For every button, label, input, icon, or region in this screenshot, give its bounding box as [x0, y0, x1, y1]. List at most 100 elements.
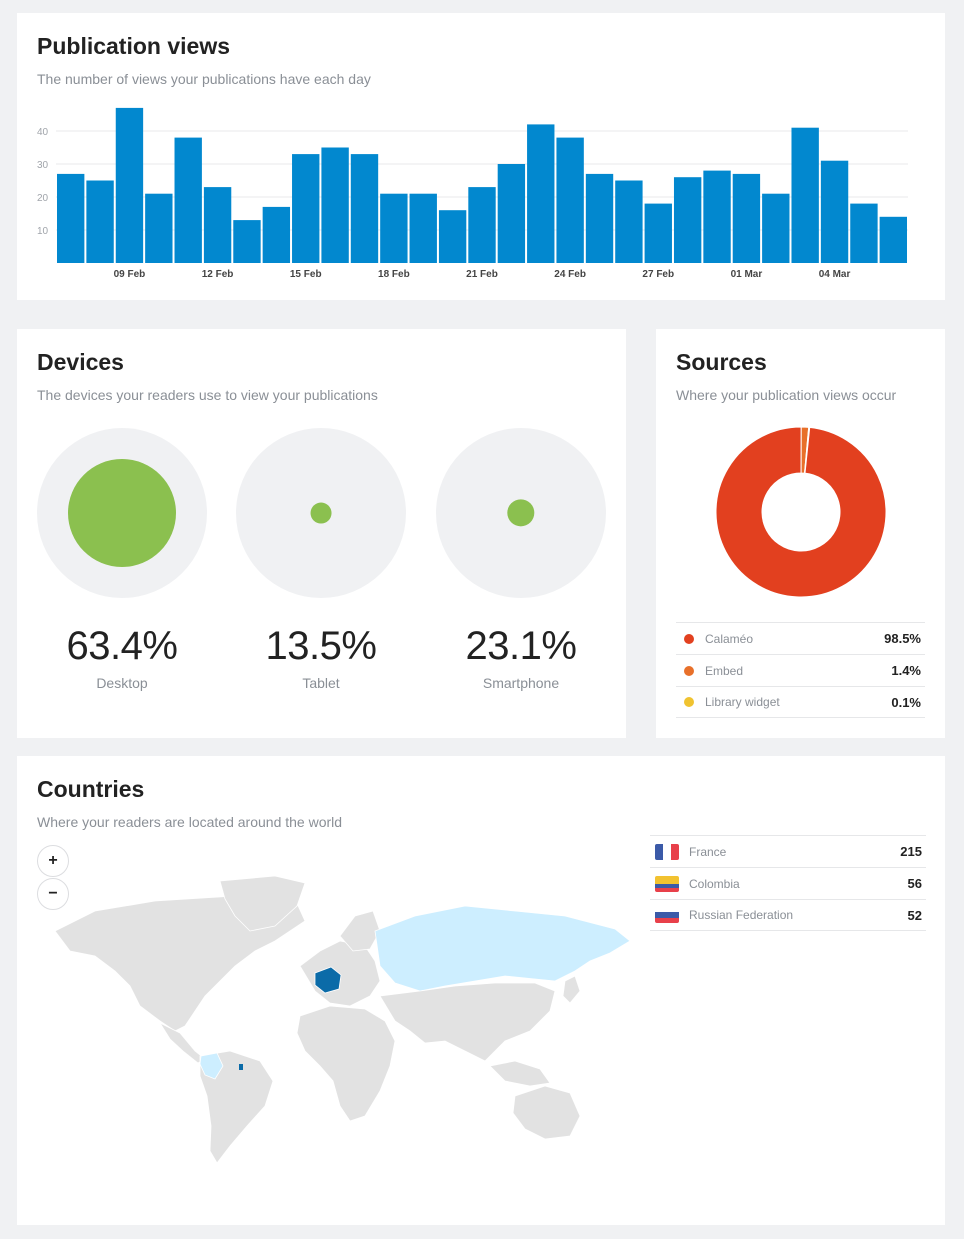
legend-dot-icon [684, 633, 694, 644]
bar[interactable] [673, 177, 702, 263]
views-bar-chart: 10 20 30 40 09 Feb 12 Feb 15 Feb 18 Feb 21 Feb 24… [37, 107, 908, 280]
bar[interactable] [321, 147, 349, 264]
flag-stripe [655, 917, 679, 923]
flag-stripe [655, 843, 663, 860]
country-row-france[interactable]: France 215 [650, 835, 926, 867]
source-row-library-widget[interactable]: Library widget 0.1% [676, 686, 925, 718]
map-africa [296, 1005, 396, 1122]
map-southeast-asia [489, 1060, 551, 1087]
source-row-embed[interactable]: Embed 1.4% [676, 654, 925, 686]
bar[interactable] [762, 193, 790, 263]
countries-subtitle: Where your readers are located around th… [37, 814, 343, 830]
device-circle-bg [37, 428, 207, 598]
country-row-russian-federation[interactable]: Russian Federation 52 [650, 899, 926, 931]
source-name: Calaméo [705, 631, 754, 646]
bar[interactable] [820, 160, 849, 263]
bar[interactable] [879, 216, 907, 263]
map-french-guiana [239, 1064, 243, 1070]
device-tablet-pct: 13.5% [265, 624, 377, 668]
flag-stripe [655, 907, 679, 913]
device-smartphone-label: Smartphone [482, 675, 560, 691]
y-tick-label: 10 [37, 226, 49, 237]
world-map[interactable] [35, 871, 635, 1171]
bar[interactable] [585, 173, 614, 263]
bar[interactable] [791, 127, 819, 263]
bar[interactable] [174, 137, 202, 263]
colombia-flag-icon [655, 875, 679, 892]
bar[interactable] [438, 210, 467, 263]
x-tick-label: 15 Feb [290, 269, 322, 280]
x-tick-label: 12 Feb [202, 269, 234, 280]
source-row-calameo[interactable]: Calaméo 98.5% [676, 622, 925, 654]
publication-views-title: Publication views [37, 33, 230, 59]
bar[interactable] [644, 203, 672, 263]
source-pct: 98.5% [884, 631, 921, 646]
source-name: Embed [705, 663, 744, 678]
bar[interactable] [615, 180, 643, 264]
sources-card: Sources Where your publication views occ… [656, 329, 945, 738]
map-europe [299, 940, 381, 1007]
countries-card: Countries Where your readers are located… [17, 756, 945, 1225]
y-tick-label: 30 [37, 160, 49, 171]
bar[interactable] [350, 154, 379, 263]
donut-slice[interactable] [716, 426, 886, 598]
donut-slice[interactable] [803, 426, 811, 474]
device-smartphone-pct: 23.1% [465, 624, 577, 668]
device-smartphone-bubble [507, 499, 535, 527]
map-japan [562, 975, 581, 1004]
france-flag-icon [655, 843, 679, 860]
sources-subtitle: Where your publication views occur [676, 387, 897, 403]
sources-title: Sources [676, 349, 767, 375]
flag-stripe [663, 843, 671, 860]
device-tablet-bubble [310, 502, 332, 524]
bar[interactable] [203, 187, 232, 263]
device-desktop-bubble [68, 459, 176, 567]
bar[interactable] [703, 170, 731, 263]
country-name: Colombia [689, 876, 740, 891]
map-france [314, 966, 342, 994]
zoom-in-button[interactable]: + [37, 845, 69, 877]
map-central-america [158, 1022, 206, 1064]
y-tick-label: 20 [37, 193, 49, 204]
x-tick-label: 01 Mar [731, 269, 763, 280]
map-australia [512, 1085, 581, 1140]
bar[interactable] [115, 107, 144, 264]
map-greenland [219, 875, 306, 932]
device-circle-bg [436, 428, 606, 598]
country-count: 215 [900, 844, 922, 859]
device-circle-bg [236, 428, 406, 598]
x-tick-label: 27 Feb [642, 269, 674, 280]
x-tick-label: 04 Mar [819, 269, 851, 280]
bar[interactable] [380, 193, 408, 263]
bar[interactable] [497, 164, 526, 263]
bar[interactable] [527, 124, 555, 264]
bar[interactable] [292, 154, 320, 263]
device-smartphone: 23.1% Smartphone [436, 428, 606, 691]
bar[interactable] [468, 187, 496, 263]
country-count: 52 [907, 907, 922, 923]
flag-stripe [655, 879, 679, 884]
source-name: Library widget [705, 695, 780, 709]
device-tablet: 13.5% Tablet [236, 428, 406, 691]
x-tick-label: 21 Feb [466, 269, 498, 280]
bar[interactable] [556, 137, 584, 263]
publication-views-card: Publication views The number of views yo… [17, 13, 945, 300]
legend-dot-icon [684, 665, 694, 676]
bar[interactable] [57, 173, 85, 263]
bar[interactable] [262, 206, 291, 263]
bar[interactable] [409, 193, 437, 263]
bar[interactable] [145, 193, 173, 263]
russia-flag-icon [655, 907, 679, 923]
device-desktop-label: Desktop [96, 675, 148, 691]
bar[interactable] [233, 220, 261, 263]
country-row-colombia[interactable]: Colombia 56 [650, 867, 926, 899]
source-pct: 1.4% [891, 663, 921, 678]
flag-stripe [655, 912, 679, 918]
bar[interactable] [86, 180, 114, 264]
y-tick-label: 40 [37, 127, 49, 138]
bar[interactable] [732, 173, 761, 263]
zoom-out-button[interactable]: − [37, 878, 69, 910]
map-colombia [199, 1052, 224, 1080]
map-russia [374, 905, 631, 992]
bar[interactable] [850, 203, 878, 263]
